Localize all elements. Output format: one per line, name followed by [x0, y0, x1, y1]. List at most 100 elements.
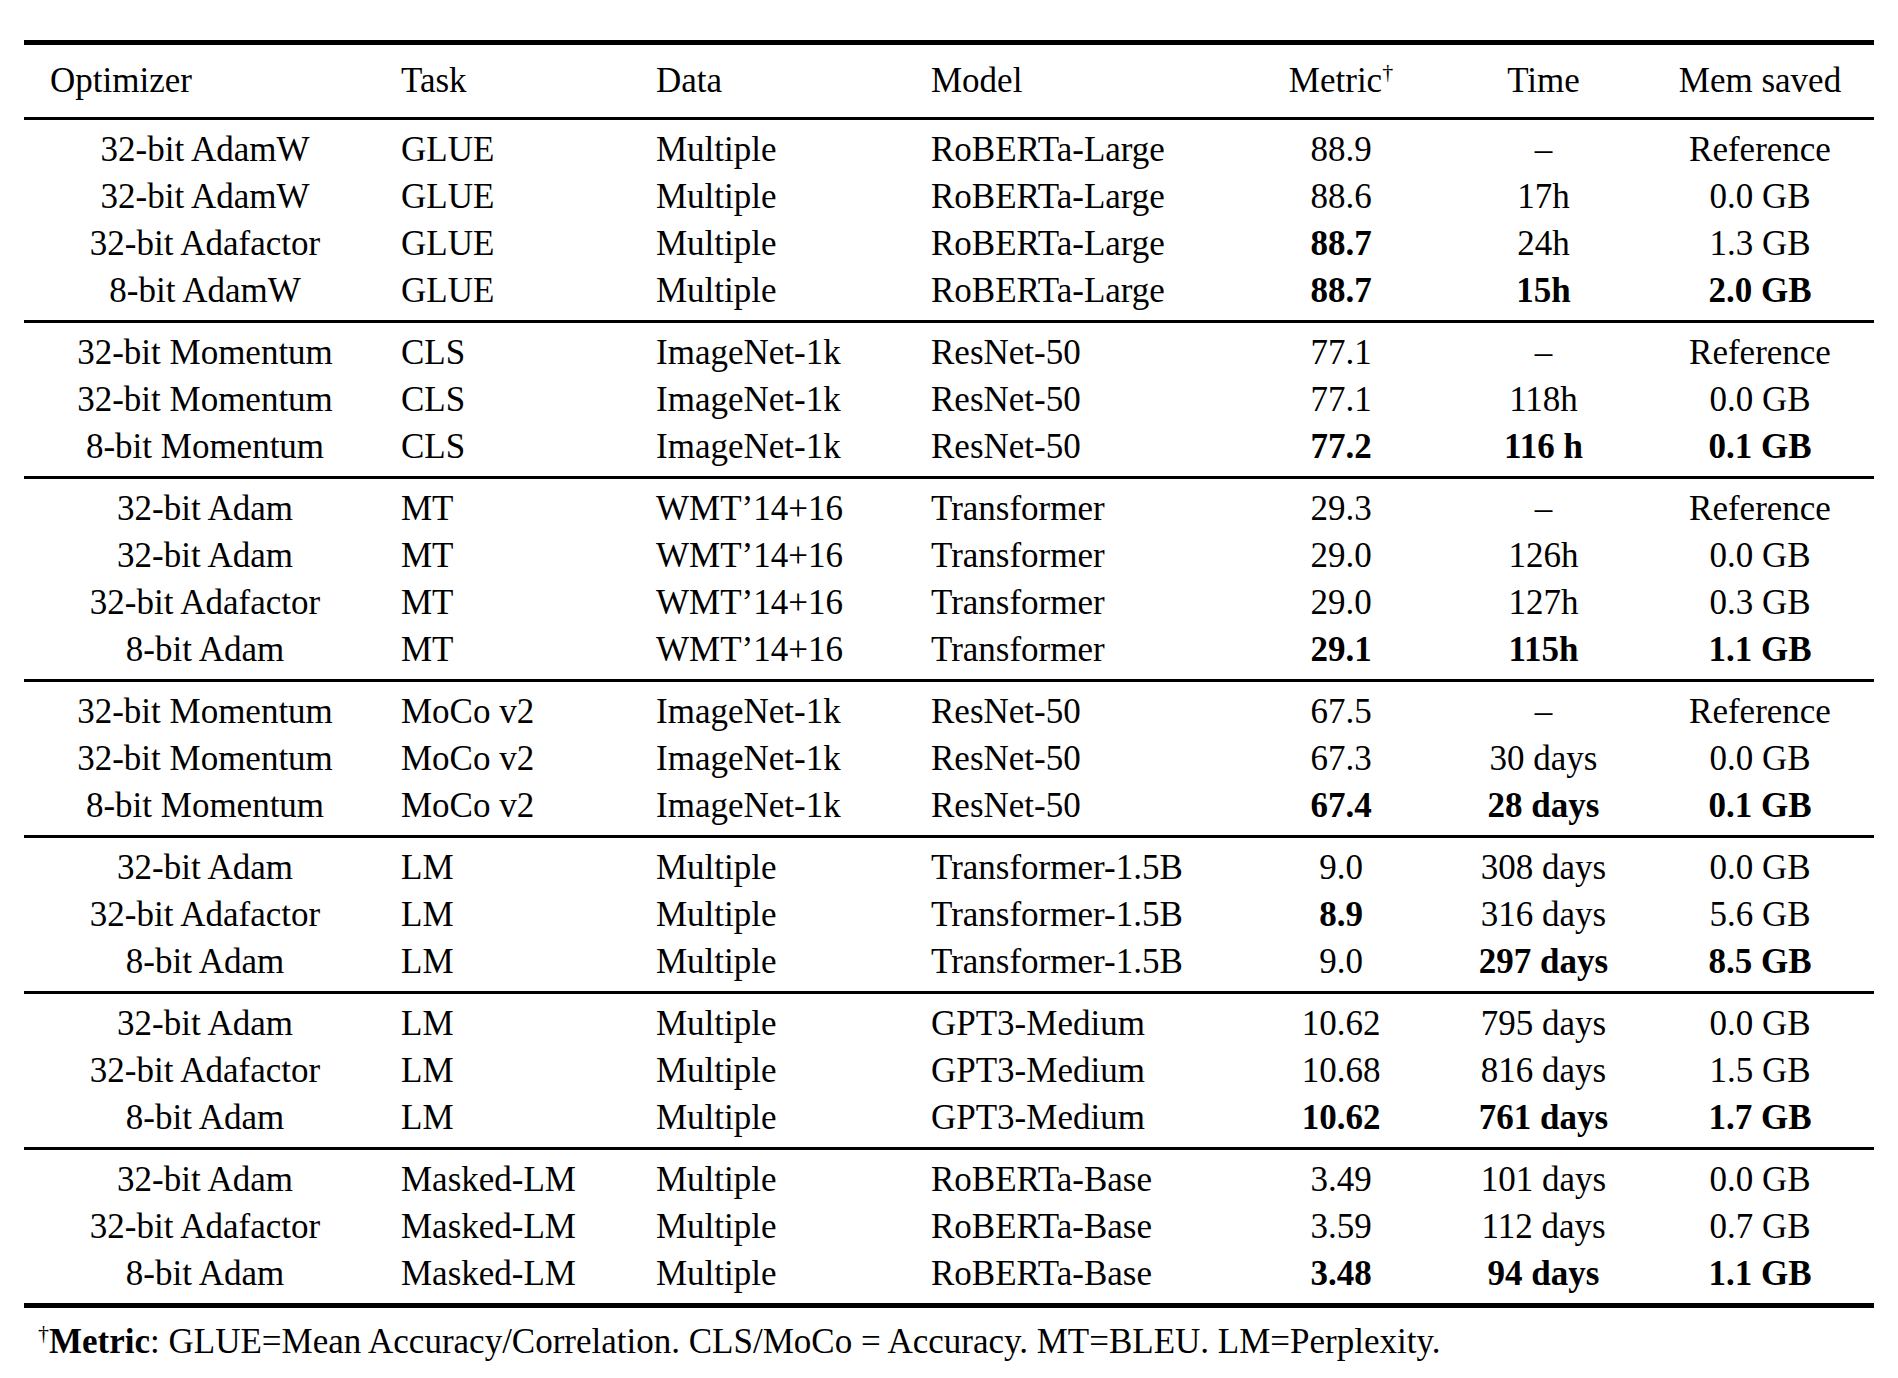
cell-data: Multiple [641, 267, 916, 322]
cell-data: Multiple [641, 220, 916, 267]
cell-optimizer: 8-bit Momentum [24, 782, 386, 837]
cell-mem: Reference [1646, 119, 1874, 174]
cell-optimizer: 32-bit Adam [24, 993, 386, 1048]
cell-task: Masked-LM [386, 1203, 641, 1250]
table-group: 32-bit AdamLMMultipleGPT3-Medium10.62795… [24, 993, 1874, 1149]
cell-time: 101 days [1441, 1149, 1646, 1204]
cell-mem: 0.0 GB [1646, 173, 1874, 220]
cell-task: CLS [386, 322, 641, 377]
cell-metric: 10.62 [1241, 1094, 1441, 1149]
cell-optimizer: 8-bit Adam [24, 1094, 386, 1149]
cell-model: RoBERTa-Base [916, 1250, 1241, 1306]
cell-mem: 2.0 GB [1646, 267, 1874, 322]
cell-data: Multiple [641, 1047, 916, 1094]
table-group: 32-bit AdamLMMultipleTransformer-1.5B9.0… [24, 837, 1874, 993]
table-row: 32-bit AdamLMMultipleTransformer-1.5B9.0… [24, 837, 1874, 892]
table-group: 32-bit AdamWGLUEMultipleRoBERTa-Large88.… [24, 119, 1874, 322]
cell-data: ImageNet-1k [641, 423, 916, 478]
table-row: 32-bit AdafactorMTWMT’14+16Transformer29… [24, 579, 1874, 626]
cell-task: LM [386, 891, 641, 938]
cell-time: 316 days [1441, 891, 1646, 938]
cell-mem: 8.5 GB [1646, 938, 1874, 993]
cell-data: Multiple [641, 1250, 916, 1306]
footnote-metric-label: Metric [49, 1322, 150, 1361]
table-row: 32-bit AdafactorLMMultipleTransformer-1.… [24, 891, 1874, 938]
column-header-data: Data [641, 43, 916, 119]
cell-optimizer: 32-bit Momentum [24, 322, 386, 377]
cell-data: Multiple [641, 119, 916, 174]
cell-metric: 88.9 [1241, 119, 1441, 174]
table-row: 32-bit MomentumCLSImageNet-1kResNet-5077… [24, 322, 1874, 377]
cell-optimizer: 32-bit Adafactor [24, 1047, 386, 1094]
table-group: 32-bit MomentumMoCo v2ImageNet-1kResNet-… [24, 681, 1874, 837]
cell-time: 816 days [1441, 1047, 1646, 1094]
cell-time: – [1441, 119, 1646, 174]
table-row: 8-bit AdamLMMultipleGPT3-Medium10.62761 … [24, 1094, 1874, 1149]
cell-metric: 10.68 [1241, 1047, 1441, 1094]
cell-optimizer: 32-bit AdamW [24, 119, 386, 174]
cell-mem: 1.7 GB [1646, 1094, 1874, 1149]
cell-task: LM [386, 938, 641, 993]
cell-optimizer: 8-bit AdamW [24, 267, 386, 322]
cell-model: RoBERTa-Large [916, 267, 1241, 322]
cell-metric: 9.0 [1241, 837, 1441, 892]
cell-data: Multiple [641, 938, 916, 993]
cell-optimizer: 32-bit Adam [24, 478, 386, 533]
cell-data: WMT’14+16 [641, 532, 916, 579]
cell-data: Multiple [641, 837, 916, 892]
cell-optimizer: 32-bit Adafactor [24, 1203, 386, 1250]
cell-metric: 67.4 [1241, 782, 1441, 837]
table-row: 32-bit AdamMTWMT’14+16Transformer29.0126… [24, 532, 1874, 579]
cell-model: Transformer [916, 532, 1241, 579]
cell-optimizer: 8-bit Adam [24, 938, 386, 993]
cell-time: 118h [1441, 376, 1646, 423]
cell-time: 15h [1441, 267, 1646, 322]
cell-data: Multiple [641, 993, 916, 1048]
cell-mem: 1.1 GB [1646, 626, 1874, 681]
cell-time: 17h [1441, 173, 1646, 220]
cell-model: ResNet-50 [916, 322, 1241, 377]
cell-task: MT [386, 532, 641, 579]
table-row: 8-bit MomentumMoCo v2ImageNet-1kResNet-5… [24, 782, 1874, 837]
cell-model: Transformer-1.5B [916, 837, 1241, 892]
cell-task: GLUE [386, 267, 641, 322]
cell-task: MT [386, 579, 641, 626]
cell-model: RoBERTa-Large [916, 220, 1241, 267]
cell-metric: 29.1 [1241, 626, 1441, 681]
cell-optimizer: 32-bit Adam [24, 837, 386, 892]
cell-data: ImageNet-1k [641, 681, 916, 736]
cell-optimizer: 32-bit AdamW [24, 173, 386, 220]
table-header: Optimizer Task Data Model Metric† Time M… [24, 43, 1874, 119]
cell-model: Transformer-1.5B [916, 891, 1241, 938]
cell-mem: 1.3 GB [1646, 220, 1874, 267]
cell-optimizer: 32-bit Momentum [24, 681, 386, 736]
dagger-icon: † [38, 1320, 49, 1345]
table-row: 8-bit AdamLMMultipleTransformer-1.5B9.02… [24, 938, 1874, 993]
cell-time: 94 days [1441, 1250, 1646, 1306]
cell-data: ImageNet-1k [641, 322, 916, 377]
cell-optimizer: 32-bit Adafactor [24, 220, 386, 267]
cell-mem: 0.0 GB [1646, 1149, 1874, 1204]
cell-model: RoBERTa-Base [916, 1149, 1241, 1204]
cell-metric: 67.5 [1241, 681, 1441, 736]
cell-model: ResNet-50 [916, 423, 1241, 478]
cell-mem: 0.0 GB [1646, 735, 1874, 782]
column-header-time: Time [1441, 43, 1646, 119]
cell-model: RoBERTa-Base [916, 1203, 1241, 1250]
cell-data: WMT’14+16 [641, 626, 916, 681]
column-header-task: Task [386, 43, 641, 119]
table-row: 8-bit MomentumCLSImageNet-1kResNet-5077.… [24, 423, 1874, 478]
cell-metric: 88.7 [1241, 267, 1441, 322]
cell-task: LM [386, 1047, 641, 1094]
cell-optimizer: 32-bit Adafactor [24, 579, 386, 626]
cell-time: 24h [1441, 220, 1646, 267]
cell-metric: 29.0 [1241, 579, 1441, 626]
cell-model: GPT3-Medium [916, 993, 1241, 1048]
table-row: 32-bit AdamLMMultipleGPT3-Medium10.62795… [24, 993, 1874, 1048]
cell-task: LM [386, 837, 641, 892]
cell-data: WMT’14+16 [641, 579, 916, 626]
cell-time: 308 days [1441, 837, 1646, 892]
cell-model: RoBERTa-Large [916, 119, 1241, 174]
cell-task: MT [386, 478, 641, 533]
cell-task: Masked-LM [386, 1149, 641, 1204]
